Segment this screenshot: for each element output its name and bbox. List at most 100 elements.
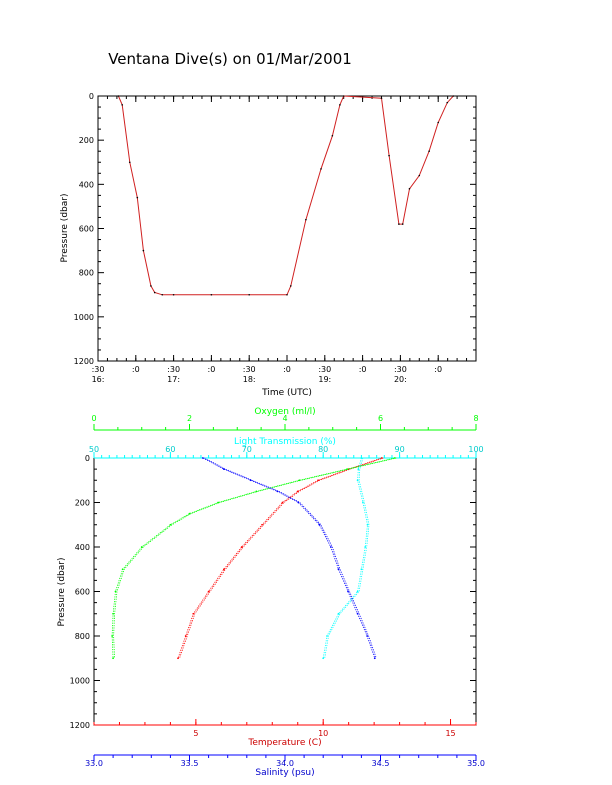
oxygen-tick-label: 8 <box>473 414 478 423</box>
temperature-profile-point <box>296 490 299 493</box>
temperature-profile-point <box>281 501 284 504</box>
light-profile-point <box>326 635 328 637</box>
top-x-minute-label: :30 <box>243 365 256 374</box>
dive-track-point <box>446 101 449 104</box>
dive-track-point <box>136 196 139 199</box>
salinity-tick-label: 35.0 <box>467 759 485 768</box>
dive-track-point <box>305 218 307 221</box>
light-tick-label: 80 <box>318 445 328 454</box>
top-x-minute-label: :0 <box>283 365 291 374</box>
oxygen-tick-label: 6 <box>378 414 383 423</box>
top-y-tick-label: 400 <box>79 180 94 189</box>
dive-track-point <box>342 95 345 97</box>
top-x-minute-label: :30 <box>318 365 331 374</box>
oxygen-axis: 0 2 4 6 8 <box>91 414 479 431</box>
dive-track-point <box>210 293 213 296</box>
light-profile-point <box>364 546 367 548</box>
bottom-plot-frame <box>93 457 477 726</box>
temperature-profile-point <box>192 612 195 615</box>
profile-chart: 0 200 400 600 800 1000 1200 0 2 4 6 8 Oxygen (ml/l… <box>57 407 485 778</box>
temperature-profile-point <box>380 457 383 459</box>
top-y-tick-label: 600 <box>79 225 94 234</box>
salinity-profile-point <box>249 479 252 482</box>
bottom-y-axis: 0 200 400 600 800 1000 1200 <box>70 454 476 730</box>
oxygen-tick-label: 2 <box>187 414 192 423</box>
dive-track-point <box>418 174 421 177</box>
dive-track-point <box>380 97 383 100</box>
oxygen-tick-label: 0 <box>91 414 96 423</box>
salinity-axis: 33.0 33.5 34.0 34.5 35.0 <box>85 754 485 768</box>
light-profile-point <box>356 590 359 593</box>
top-y-tick-label: 1000 <box>74 313 94 322</box>
bottom-y-tick-label: 200 <box>75 499 90 508</box>
salinity-tick-label: 33.0 <box>85 759 103 768</box>
dive-track-point <box>428 150 430 153</box>
oxygen-profile-point <box>298 479 301 482</box>
light-profile-point <box>362 501 364 504</box>
salinity-profile-point <box>356 612 359 615</box>
top-x-hour-label: 20: <box>394 375 407 384</box>
oxygen-profile-point <box>169 523 172 526</box>
temperature-tick-label: 15 <box>445 729 455 738</box>
dive-track-point <box>289 285 292 287</box>
dive-track-point <box>128 161 131 164</box>
dive-track-point <box>398 223 400 225</box>
light-profile-point <box>366 523 369 526</box>
oxygen-profile-point <box>255 490 258 493</box>
temperature-profile-point <box>317 479 320 482</box>
oxygen-profile-point <box>140 546 143 548</box>
dive-track-point <box>437 121 440 124</box>
temperature-profile-point <box>222 568 225 571</box>
temperature-profile-line <box>179 457 384 659</box>
light-profile-line <box>324 457 370 659</box>
salinity-profile-point <box>222 468 225 471</box>
temperature-axis-label: Temperature (C) <box>247 738 321 748</box>
top-plot-frame <box>97 95 477 362</box>
dive-track-point <box>150 285 152 287</box>
light-tick-label: 70 <box>242 445 252 454</box>
oxygen-profile-point <box>111 635 114 637</box>
bottom-y-tick-label: 400 <box>75 543 90 552</box>
light-tick-label: 60 <box>165 445 175 454</box>
light-profile-point <box>357 468 360 471</box>
dive-track-point <box>153 291 156 294</box>
dive-track-point <box>401 223 404 225</box>
oxygen-axis-label: Oxygen (ml/l) <box>254 407 315 417</box>
oxygen-profile-line <box>111 457 395 659</box>
dive-track-point <box>452 95 455 97</box>
dive-track-point <box>248 293 250 296</box>
top-x-hour-label: 18: <box>243 375 256 384</box>
dive-track-point <box>172 293 175 296</box>
bottom-y-tick-label: 0 <box>85 454 90 463</box>
light-profile-point <box>322 657 325 660</box>
top-y-tick-label: 800 <box>79 269 94 278</box>
dive-track-point <box>121 104 123 106</box>
dive-track-series <box>117 95 455 296</box>
top-x-minute-label: :0 <box>434 365 442 374</box>
profile-series <box>111 457 397 660</box>
temperature-tick-label: 10 <box>318 729 328 738</box>
light-tick-label: 90 <box>395 445 405 454</box>
dive-track-point <box>161 293 164 296</box>
oxygen-profile-point <box>121 568 124 571</box>
dive-track-point <box>408 187 411 190</box>
oxygen-profile-point <box>346 468 348 471</box>
dive-track-point <box>388 154 390 157</box>
salinity-profile-point <box>347 590 349 593</box>
light-transmission-axis: 50 60 70 80 90 100 <box>89 445 484 459</box>
temperature-profile-point <box>177 657 179 660</box>
oxygen-profile-point <box>393 457 396 459</box>
bottom-y-axis-label: Pressure (dbar) <box>57 558 67 627</box>
top-y-tick-label: 1200 <box>74 357 94 366</box>
salinity-profile-point <box>297 501 300 504</box>
top-y-axis-label: Pressure (dbar) <box>60 194 70 263</box>
oxygen-profile-point <box>188 512 191 515</box>
salinity-profile-line <box>204 457 377 659</box>
bottom-y-tick-label: 1200 <box>70 721 90 730</box>
salinity-tick-label: 34.0 <box>276 759 294 768</box>
bottom-y-tick-label: 800 <box>75 632 90 641</box>
salinity-tick-label: 34.5 <box>372 759 390 768</box>
